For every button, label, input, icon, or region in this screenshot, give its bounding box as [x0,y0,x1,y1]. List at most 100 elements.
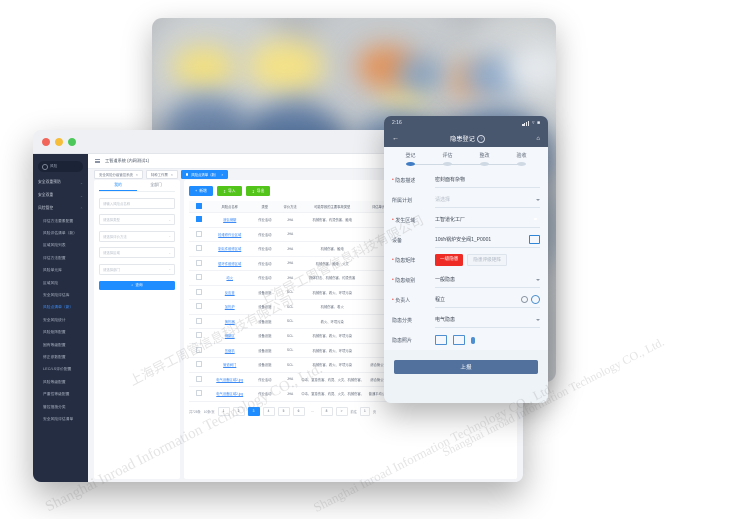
row-checkbox[interactable] [195,375,202,382]
page-5[interactable]: 5 [277,406,290,416]
sidebar-item-2[interactable]: 区域风险列表 [33,240,88,252]
page-3[interactable]: 3 [247,406,260,416]
tab-0[interactable]: 安全风险分级管控系统 × [94,169,143,180]
filter-field-2[interactable]: 请选择评价方法 ⌄ [99,230,175,242]
row-name-link[interactable]: 压缩机 [224,348,235,353]
row-checkbox[interactable] [195,245,202,252]
step-dot-cell-0[interactable] [392,162,429,166]
row-checkbox-cell[interactable] [189,314,209,329]
tab-1[interactable]: 特种工作票 × [145,169,178,180]
form-value-5[interactable]: 一般隐患 [435,273,540,288]
sidebar-item-5[interactable]: 区域风险 [33,277,88,289]
filter-search-button[interactable]: ⌕ 查询 [99,280,175,290]
back-button[interactable]: ← [392,135,399,142]
gear-icon[interactable] [521,296,528,303]
window-minimize-button[interactable] [55,137,63,146]
submit-button[interactable]: 上报 [394,360,538,374]
location-icon[interactable] [532,216,540,224]
row-checkbox-cell[interactable] [189,256,209,271]
contact-picker-icon[interactable] [531,295,540,304]
close-icon[interactable]: × [135,172,138,177]
filter-tab-0[interactable]: 我的 [99,180,137,191]
filter-field-0[interactable]: 请输入风险点名称 [99,197,175,209]
row-checkbox-cell[interactable] [189,372,209,387]
row-name-link[interactable]: 储罐区 [224,334,235,339]
filter-field-1[interactable]: 请选择类型 ⌄ [99,214,175,225]
sidebar-search-input[interactable]: 风险 [38,161,83,172]
form-value-2[interactable]: 工智道化工厂 [435,213,540,228]
sidebar-item-16[interactable]: 安全风险评估清单 [33,413,88,425]
row-checkbox[interactable] [195,288,202,295]
step-label-1[interactable]: 评估 [442,153,453,159]
page-4[interactable]: 4 [262,406,275,416]
help-icon[interactable]: ? [477,134,486,143]
row-name-link[interactable]: 电气设备区域2.jpg [216,392,244,397]
sidebar-group-0[interactable]: 安全双重预防 ⌄ [33,176,88,189]
goto-input[interactable]: 1 [359,406,370,416]
row-name-link[interactable]: 动火 [226,276,234,281]
sidebar-item-8[interactable]: 安全风险统计 [33,314,88,326]
row-name-link[interactable]: 电气设备区域2.jpg [216,377,244,382]
row-name-link[interactable]: 制氮件维修区域 [218,247,242,252]
row-checkbox-cell[interactable] [189,270,209,286]
close-icon[interactable]: × [170,172,173,177]
row-name-link[interactable]: 换热器 [224,319,235,324]
select-all-checkbox[interactable] [195,203,202,209]
window-maximize-button[interactable] [68,137,76,146]
filter-tab-1[interactable]: 全部门 [150,183,162,187]
sidebar-item-14[interactable]: 严重性等级配置 [33,388,88,400]
form-value-6[interactable]: 程立 [435,293,540,308]
row-name-link[interactable]: 循环件维修区域 [218,261,242,266]
step-label-3[interactable]: 验收 [516,153,527,159]
sidebar-item-13[interactable]: 风险等级配置 [33,376,88,388]
sidebar-item-10[interactable]: 固有等级配置 [33,339,88,351]
sidebar-group-2[interactable]: 风险管控 ⌃ [33,202,88,215]
page-8[interactable]: 8 [320,406,333,416]
row-checkbox[interactable] [195,274,202,281]
sidebar-item-0[interactable]: 评估方法要素配置 [33,215,88,227]
page-2[interactable]: 2 [232,406,245,416]
row-checkbox[interactable] [195,332,202,339]
row-checkbox[interactable] [195,346,202,353]
microphone-icon[interactable] [471,336,475,344]
row-checkbox[interactable] [195,361,202,368]
sidebar-item-6[interactable]: 安全风险评估库 [33,289,88,301]
row-checkbox-cell[interactable] [189,386,209,402]
step-dot-cell-2[interactable] [466,162,503,166]
next-page-button[interactable]: > [335,406,348,416]
form-value-7[interactable]: 电气隐患 [435,313,540,328]
row-checkbox[interactable] [195,230,202,237]
form-value-3[interactable]: 10t/h锅炉安全阀1_P0001 [435,233,540,248]
tab-2[interactable]: 风险点清单（新） × [180,169,229,180]
step-label-2[interactable]: 整改 [479,153,490,159]
filter-field-4[interactable]: 请选择部门 ⌄ [99,263,175,275]
row-checkbox[interactable] [195,303,202,310]
row-checkbox[interactable] [195,216,202,223]
row-name-link[interactable]: 检维修作业区域 [218,232,242,237]
add-button[interactable]: + 新增 [189,186,213,196]
filter-field-3[interactable]: 请选择区域 ⌄ [99,247,175,258]
row-checkbox-cell[interactable] [189,343,209,358]
row-checkbox-cell[interactable] [189,299,209,315]
tag-0[interactable]: 一级隐患 [435,254,464,266]
page-1[interactable]: 1 [217,406,230,416]
export-button[interactable]: ↧ 导出 [245,186,271,196]
row-checkbox[interactable] [195,390,202,397]
sidebar-item-4[interactable]: 风险单元库 [33,265,88,277]
close-icon[interactable]: × [221,172,224,177]
row-checkbox-cell[interactable] [189,227,209,242]
menu-toggle-icon[interactable] [95,158,100,164]
sidebar-item-12[interactable]: LEC/LS评价配置 [33,364,88,376]
home-icon[interactable]: ⌂ [536,135,540,142]
import-button[interactable]: ↥ 导入 [216,186,242,196]
sidebar-item-1[interactable]: 风险评估清单（新） [33,227,88,239]
row-name-link[interactable]: 液氨储罐 [223,218,237,223]
form-value-1[interactable]: 请选择 [435,193,540,208]
camera-icon[interactable] [453,335,465,345]
sidebar-item-7[interactable]: 风险点清单（新） [33,302,88,314]
row-name-link[interactable]: 管道阀门 [223,363,237,368]
sidebar-item-11[interactable]: 修正参数配置 [33,351,88,363]
page-6[interactable]: 6 [292,406,305,416]
step-label-0[interactable]: 登记 [405,153,416,159]
tag-1[interactable]: 隐患评级矩阵 [467,254,507,266]
